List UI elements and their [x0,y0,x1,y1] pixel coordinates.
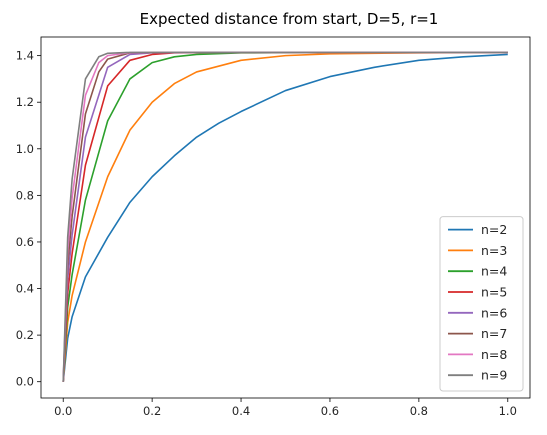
y-tick-label: 1.4 [16,49,34,63]
legend-label-n-2: n=2 [481,222,507,237]
plot-area [62,51,508,382]
legend-label-n-7: n=7 [481,326,507,341]
x-tick-label: 0.4 [232,404,250,418]
x-tick-label: 0.2 [143,404,161,418]
series-line-n-2 [62,53,508,382]
y-tick-label: 1.2 [16,95,34,109]
y-tick-label: 0.0 [16,375,34,389]
chart-title: Expected distance from start, D=5, r=1 [140,10,439,28]
series-line-n-9 [62,51,508,382]
series-line-n-3 [62,51,508,382]
x-tick-label: 0.0 [54,404,72,418]
y-tick-label: 1.0 [16,142,34,156]
legend-label-n-5: n=5 [481,285,507,300]
x-tick-label: 1.0 [499,404,517,418]
legend-label-n-6: n=6 [481,305,507,320]
axes-frame [40,36,531,399]
y-tick-label: 0.2 [16,328,34,342]
legend-label-n-3: n=3 [481,243,507,258]
y-tick-label: 0.4 [16,282,34,296]
x-tick-label: 0.6 [321,404,339,418]
legend: n=2 n=3 n=4 n=5 n=6 n=7 n=8 n=9 [439,216,524,392]
axes: 0.0 0.2 0.4 0.6 0.8 1.0 0.0 0.2 0.4 0.6 0.8 1.0 1.2 1… [16,36,531,418]
y-tick-label: 0.8 [16,188,34,202]
legend-label-n-4: n=4 [481,264,507,279]
y-tick-label: 0.6 [16,235,34,249]
legend-label-n-8: n=8 [481,347,507,362]
legend-box [439,216,524,392]
x-tick-label: 0.8 [410,404,428,418]
legend-label-n-9: n=9 [481,368,507,383]
